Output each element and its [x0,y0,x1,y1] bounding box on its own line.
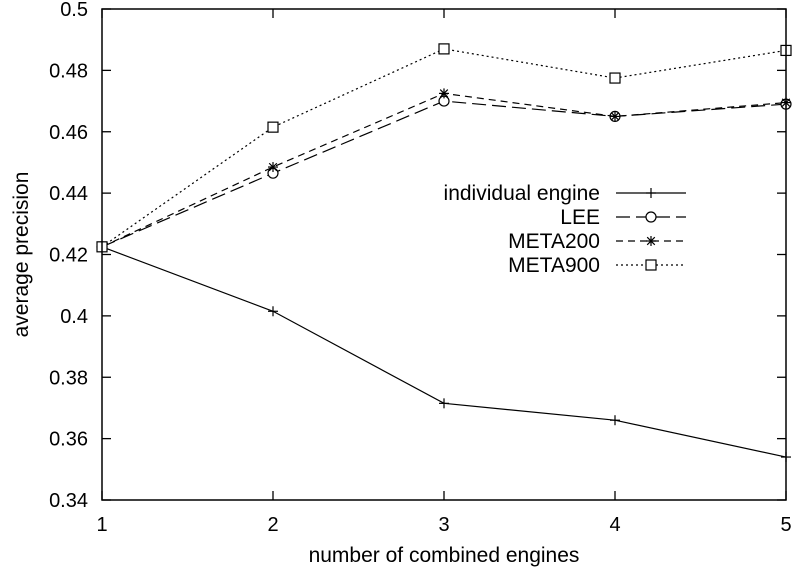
square-marker [609,72,621,84]
asterisk-marker [268,162,278,173]
y-axis-title: average precision [10,172,33,338]
y-tick-label: 0.38 [49,367,88,389]
y-tick-label: 0.46 [49,122,88,144]
series-line [101,92,787,248]
y-tick-label: 0.5 [60,0,88,21]
legend-entry: META200 [508,230,686,253]
y-tick-label: 0.36 [49,429,88,451]
square-marker [438,43,450,55]
y-tick-label: 0.44 [49,183,88,205]
x-tick-label: 2 [267,514,278,536]
series-layer [96,43,792,463]
series-lee [96,95,792,253]
y-tick-label: 0.48 [49,60,88,82]
series-line [101,100,787,248]
square-marker [645,259,657,271]
y-tick-label: 0.42 [49,245,88,267]
series-meta200 [97,88,791,252]
asterisk-marker [439,88,449,99]
legend-label: individual engine [444,182,600,205]
x-tick-label: 1 [96,514,107,536]
x-tick-label: 4 [609,514,620,536]
asterisk-marker [610,111,620,122]
plot-frame [101,8,787,501]
x-tick-label: 3 [438,514,449,536]
series-line [101,246,787,458]
x-axis-title: number of combined engines [309,544,580,567]
legend-label: META900 [508,254,600,277]
legend-label: META200 [508,230,600,253]
legend-entry: individual engine [444,182,686,205]
square-marker [267,121,279,133]
series-individual-engine [97,241,791,463]
asterisk-marker [646,236,656,246]
plus-marker [610,415,620,426]
circle-marker [645,211,657,223]
legend-label: LEE [560,206,600,229]
plus-marker [439,398,449,409]
plus-marker [646,188,656,198]
legend-entry: META900 [508,254,686,277]
y-tick-label: 0.34 [49,490,88,512]
plus-marker [268,306,278,317]
x-tick-label: 5 [780,514,791,536]
series-meta900 [96,43,792,253]
axis-ticks: 0.34 0.36 0.38 0.4 0.42 0.44 0.46 0.48 0.5 1 2 3 4 5 [49,0,792,536]
legend-entry: LEE [560,206,686,229]
y-tick-label: 0.4 [60,306,88,328]
